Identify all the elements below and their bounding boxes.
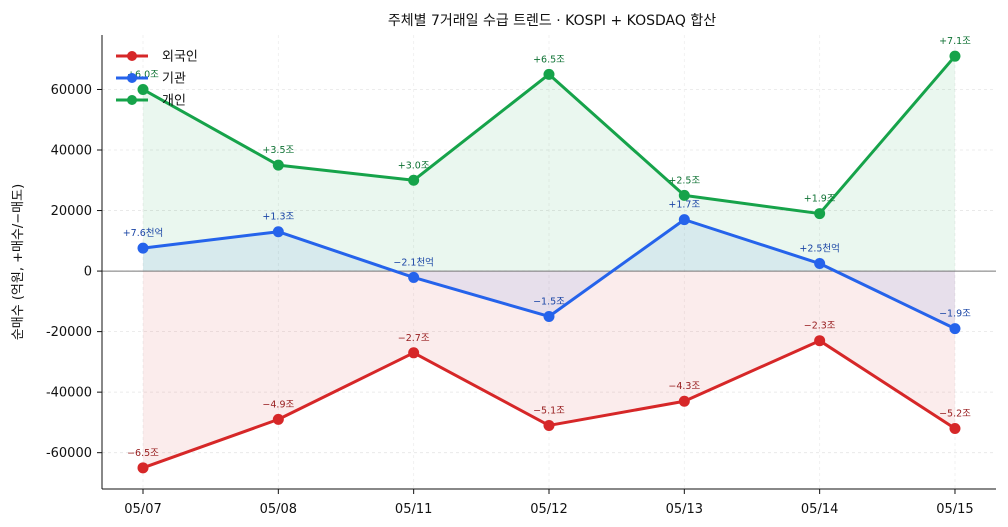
- y-axis-label: 순매수 (억원, +매수/−매도): [11, 184, 26, 340]
- data-point-0-4: [678, 395, 690, 407]
- y-tick-label: 0: [84, 265, 92, 280]
- data-point-0-2: [408, 347, 420, 359]
- y-tick-label: 20000: [51, 204, 92, 219]
- data-label-0-3: −5.1조: [533, 405, 565, 416]
- x-tick-label: 05/13: [666, 502, 703, 517]
- data-point-1-4: [678, 214, 690, 226]
- data-point-2-2: [408, 174, 420, 186]
- data-point-1-0: [137, 242, 149, 254]
- data-label-1-6: −1.9조: [939, 309, 971, 320]
- data-point-2-1: [272, 159, 284, 171]
- legend-label-2: 개인: [162, 94, 186, 109]
- x-tick-label: 05/07: [124, 502, 161, 517]
- data-label-2-5: +1.9조: [804, 194, 836, 205]
- data-label-1-1: +1.3조: [262, 212, 294, 223]
- data-point-2-6: [949, 50, 961, 62]
- x-tick-label: 05/11: [395, 502, 432, 517]
- data-label-0-0: −6.5조: [127, 448, 159, 459]
- data-label-0-4: −4.3조: [668, 381, 700, 392]
- data-label-2-1: +3.5조: [262, 145, 294, 156]
- legend-marker-1: [127, 73, 137, 83]
- data-point-1-5: [814, 258, 826, 270]
- data-point-2-3: [543, 68, 555, 80]
- area-fill-1: [143, 219, 955, 329]
- area-fill-2: [143, 56, 955, 272]
- y-tick-label: -40000: [46, 386, 92, 401]
- legend-marker-2: [127, 95, 137, 105]
- data-point-1-2: [408, 271, 420, 283]
- data-label-2-6: +7.1조: [939, 36, 971, 47]
- y-tick-label: -60000: [46, 446, 92, 461]
- x-ticks: 05/07 05/08 05/11 05/12 05/13 05/14 05/15: [124, 489, 974, 517]
- data-label-0-1: −4.9조: [262, 399, 294, 410]
- data-label-0-5: −2.3조: [804, 321, 836, 332]
- x-tick-label: 05/14: [801, 502, 838, 517]
- y-tick-label: 40000: [51, 144, 92, 159]
- data-label-2-0: +6.0조: [127, 69, 159, 80]
- data-label-1-3: −1.5조: [533, 296, 565, 307]
- legend-marker-0: [127, 51, 137, 61]
- y-ticks: -60000 -40000 -20000 0 20000 40000 60000: [46, 83, 102, 461]
- data-point-2-4: [678, 189, 690, 201]
- data-point-0-1: [272, 413, 284, 425]
- legend-label-1: 기관: [162, 72, 186, 87]
- y-tick-label: -20000: [46, 325, 92, 340]
- y-tick-label: 60000: [51, 83, 92, 98]
- data-label-1-5: +2.5천억: [799, 243, 840, 255]
- x-tick-label: 05/12: [530, 502, 567, 517]
- data-point-1-1: [272, 226, 284, 238]
- data-label-1-0: +7.6천억: [123, 227, 164, 239]
- area-fills: [143, 56, 955, 468]
- data-label-1-4: +1.7조: [668, 200, 700, 211]
- x-tick-label: 05/08: [260, 502, 297, 517]
- chart-title: 주체별 7거래일 수급 트렌드 · KOSPI + KOSDAQ 합산: [388, 13, 716, 29]
- data-point-0-5: [814, 335, 826, 347]
- data-point-0-0: [137, 462, 149, 474]
- data-label-2-3: +6.5조: [533, 54, 565, 65]
- data-label-2-4: +2.5조: [668, 175, 700, 186]
- x-tick-label: 05/15: [936, 502, 973, 517]
- data-point-0-6: [949, 422, 961, 434]
- data-point-1-6: [949, 323, 961, 335]
- data-label-1-2: −2.1천억: [393, 256, 434, 268]
- data-label-0-6: −5.2조: [939, 408, 971, 419]
- series: [137, 50, 961, 474]
- data-labels: −6.5조 −4.9조 −2.7조 −5.1조 −4.3조 −2.3조 −5.2조 +7.6천…: [123, 36, 971, 459]
- area-fill-0: [143, 271, 955, 468]
- data-point-2-0: [137, 83, 149, 95]
- data-point-0-3: [543, 419, 555, 431]
- data-point-2-5: [814, 208, 826, 220]
- data-label-2-2: +3.0조: [398, 160, 430, 171]
- legend-label-0: 외국인: [162, 50, 198, 65]
- data-point-1-3: [543, 310, 555, 322]
- data-label-0-2: −2.7조: [398, 333, 430, 344]
